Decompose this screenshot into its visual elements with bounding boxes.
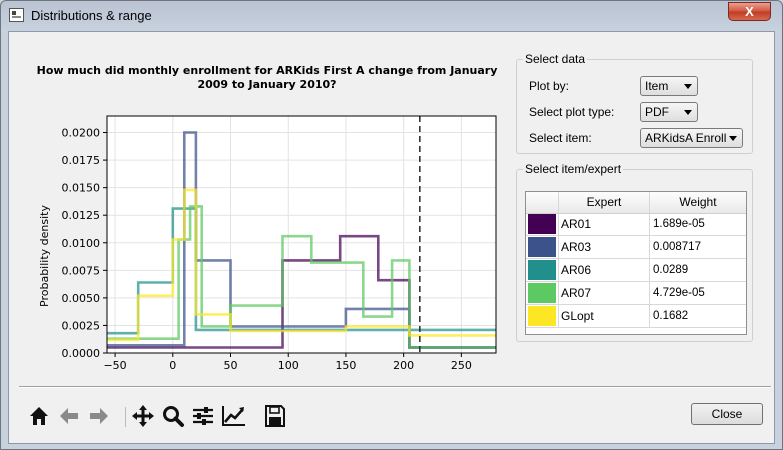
y-tick-label: 0.0150 (62, 182, 101, 195)
table-row[interactable]: AR01 1.689e-05 (526, 213, 746, 236)
table-row[interactable]: AR07 4.729e-05 (526, 282, 746, 305)
plot-area: How much did monthly enrollment for ARKi… (17, 40, 512, 385)
y-tick-label: 0.0000 (62, 347, 101, 360)
color-cell[interactable] (526, 236, 559, 258)
weight-cell[interactable]: 0.1682 (653, 310, 689, 322)
chevron-down-icon (729, 136, 737, 141)
header-expert[interactable]: Expert (559, 192, 650, 213)
y-tick-label: 0.0025 (62, 319, 101, 332)
weight-cell[interactable]: 0.0289 (653, 264, 689, 276)
weight-cell[interactable]: 1.689e-05 (653, 218, 705, 230)
x-tick-label: −50 (103, 359, 126, 372)
y-axis-label: Probability density (38, 205, 51, 307)
expert-cell[interactable]: AR06 (559, 259, 650, 281)
expert-table: Expert Weight AR01 1.689e-05 AR03 0.0087… (525, 191, 747, 335)
weight-cell[interactable]: 4.729e-05 (653, 287, 705, 299)
edit-axis-icon[interactable] (221, 403, 245, 429)
select-item-label: Select item: (529, 131, 592, 145)
toolbar-separator (125, 407, 126, 427)
expert-cell[interactable]: AR01 (559, 213, 650, 235)
select-data-title: Select data (523, 52, 588, 66)
color-swatch (528, 306, 556, 326)
color-swatch (528, 237, 556, 257)
y-tick-label: 0.0075 (62, 264, 101, 277)
save-icon[interactable] (263, 403, 287, 429)
plot-type-label: Select plot type: (529, 105, 615, 119)
color-cell[interactable] (526, 305, 559, 327)
plot-background (107, 116, 496, 353)
axes-frame (106, 115, 497, 354)
color-swatch (528, 283, 556, 303)
header-weight[interactable]: Weight (679, 195, 717, 209)
table-header: Expert Weight (526, 192, 746, 214)
forward-icon[interactable] (87, 403, 111, 429)
home-icon[interactable] (27, 403, 51, 429)
expert-cell[interactable]: AR03 (559, 236, 650, 258)
plot-by-value: Item (645, 79, 669, 93)
plot-by-combo[interactable]: Item (640, 76, 698, 96)
y-tick-label: 0.0125 (62, 209, 101, 222)
header-color[interactable] (526, 192, 559, 213)
chevron-down-icon (684, 110, 692, 115)
chart-title-line2: 2009 to January 2010? (197, 78, 336, 91)
color-cell[interactable] (526, 213, 559, 235)
table-row[interactable]: GLopt 0.1682 (526, 305, 746, 328)
y-tick-label: 0.0050 (62, 292, 101, 305)
client-area: How much did monthly enrollment for ARKi… (8, 31, 775, 444)
series-line-glopt (107, 188, 496, 342)
title-bar[interactable]: Distributions & range X (1, 1, 782, 31)
configure-subplots-icon[interactable] (191, 403, 215, 429)
table-row[interactable]: AR03 0.008717 (526, 236, 746, 259)
chart-title-line1: How much did monthly enrollment for ARKi… (37, 64, 498, 77)
weight-cell[interactable]: 0.008717 (653, 241, 701, 253)
x-tick-label: 50 (224, 359, 238, 372)
select-item-combo[interactable]: ARKidsA Enroll (640, 128, 743, 148)
y-tick-label: 0.0100 (62, 237, 101, 250)
select-expert-group: Select item/expert Expert Weight AR01 1.… (516, 162, 753, 342)
plot-by-label: Plot by: (529, 79, 570, 93)
select-expert-title: Select item/expert (523, 162, 624, 176)
x-tick-label: 100 (278, 359, 299, 372)
close-button[interactable]: Close (691, 403, 763, 425)
color-cell[interactable] (526, 259, 559, 281)
app-icon (9, 8, 24, 22)
color-cell[interactable] (526, 282, 559, 304)
color-swatch (528, 214, 556, 234)
select-data-group: Select data Plot by: Item Select plot ty… (516, 52, 753, 154)
back-icon[interactable] (57, 403, 81, 429)
y-tick-label: 0.0175 (62, 154, 101, 167)
separator (19, 386, 771, 388)
pan-icon[interactable] (131, 403, 155, 429)
plot-type-value: PDF (645, 105, 669, 119)
expert-cell[interactable]: GLopt (559, 305, 650, 327)
distribution-chart: How much did monthly enrollment for ARKi… (37, 64, 498, 372)
color-swatch (528, 260, 556, 280)
plot-type-combo[interactable]: PDF (640, 102, 698, 122)
table-row[interactable]: AR06 0.0289 (526, 259, 746, 282)
x-tick-label: 200 (393, 359, 414, 372)
y-tick-label: 0.0200 (62, 127, 101, 140)
expert-cell[interactable]: AR07 (559, 282, 650, 304)
x-tick-label: 0 (169, 359, 176, 372)
x-tick-label: 150 (335, 359, 356, 372)
window-title: Distributions & range (31, 8, 152, 23)
window-close-button[interactable]: X (728, 2, 771, 21)
select-item-value: ARKidsA Enroll (645, 131, 727, 145)
series-line-ar07 (107, 205, 496, 349)
x-tick-label: 250 (451, 359, 472, 372)
zoom-icon[interactable] (161, 403, 185, 429)
chevron-down-icon (684, 84, 692, 89)
